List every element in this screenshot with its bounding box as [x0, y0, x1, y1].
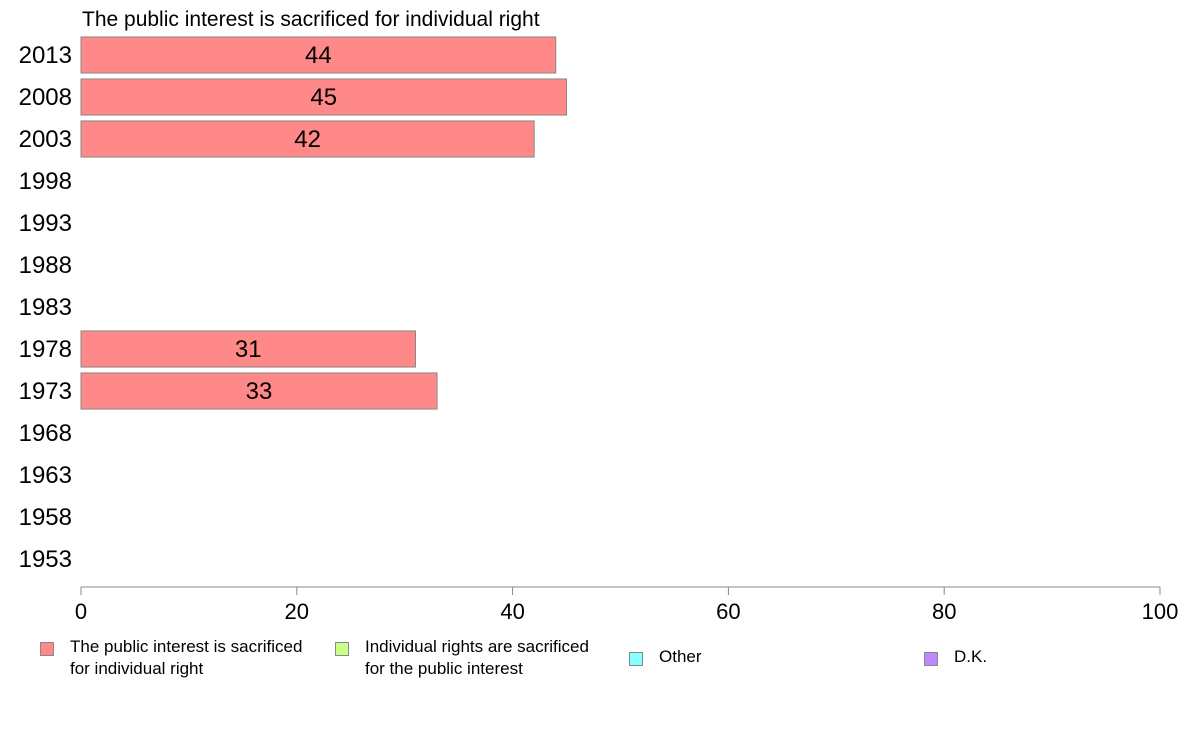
legend-swatch — [40, 642, 54, 656]
x-tick-label: 80 — [932, 599, 956, 624]
x-tick-label: 100 — [1142, 599, 1179, 624]
y-tick-label: 1988 — [19, 252, 72, 279]
legend-label: D.K. — [954, 647, 988, 666]
bar-value-label: 42 — [294, 126, 321, 153]
chart-title: The public interest is sacrificed for in… — [82, 8, 540, 31]
bar — [80, 78, 568, 116]
bar — [80, 36, 557, 74]
legend-item-individual-rights: Individual rights are sacrificed for the… — [335, 636, 589, 680]
bar — [80, 372, 438, 410]
x-tick-label: 40 — [500, 599, 524, 624]
bar-group: 44 45 42 31 33 — [80, 36, 568, 410]
bar — [80, 330, 416, 368]
y-axis-labels: 2013 2008 2003 1998 1993 1988 1983 1978 1973 1968… — [19, 42, 72, 573]
legend: The public interest is sacrificed for in… — [0, 636, 1188, 686]
y-tick-label: 1998 — [19, 168, 72, 195]
bar-value-label: 45 — [310, 84, 337, 111]
y-tick-label: 1993 — [19, 210, 72, 237]
bar-value-label: 33 — [246, 378, 273, 405]
legend-item-public-interest: The public interest is sacrificed for in… — [40, 636, 302, 680]
y-tick-label: 2008 — [19, 84, 72, 111]
x-tick-label: 20 — [285, 599, 309, 624]
y-tick-label: 1958 — [19, 504, 72, 531]
y-tick-label: 1953 — [19, 546, 72, 573]
y-tick-label: 1968 — [19, 420, 72, 447]
y-tick-label: 1973 — [19, 378, 72, 405]
legend-swatch — [924, 652, 938, 666]
y-tick-label: 1963 — [19, 462, 72, 489]
y-tick-label: 2013 — [19, 42, 72, 69]
legend-item-other: Other — [629, 646, 702, 668]
legend-label: Individual rights are sacrificed for the… — [365, 637, 589, 678]
legend-label: The public interest is sacrificed for in… — [70, 637, 303, 678]
legend-label: Other — [659, 647, 702, 666]
x-tick-label: 60 — [716, 599, 740, 624]
bar-chart: The public interest is sacrificed for in… — [19, 8, 1179, 624]
bar — [80, 120, 535, 158]
y-tick-label: 2003 — [19, 126, 72, 153]
legend-swatch — [629, 652, 643, 666]
y-tick-label: 1983 — [19, 294, 72, 321]
legend-item-dk: D.K. — [924, 646, 987, 668]
x-tick-label: 0 — [75, 599, 87, 624]
y-tick-label: 1978 — [19, 336, 72, 363]
bar-value-label: 31 — [235, 336, 262, 363]
x-axis: 0 20 40 60 80 100 — [75, 586, 1179, 624]
bar-value-label: 44 — [305, 42, 332, 69]
legend-swatch — [335, 642, 349, 656]
